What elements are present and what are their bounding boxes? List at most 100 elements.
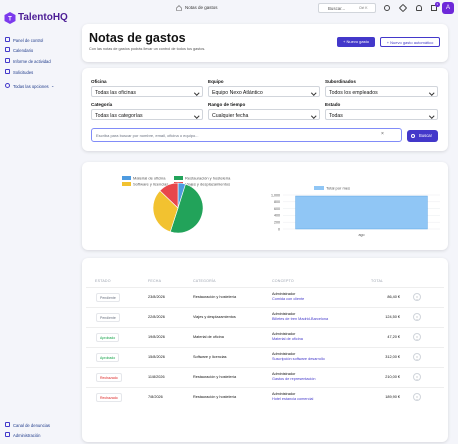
category: Software y licencias <box>193 355 227 359</box>
sidebar-item[interactable]: Solicitudes <box>13 69 34 75</box>
status-badge: Aprobado <box>96 353 120 363</box>
concept[interactable]: Material de oficina <box>272 337 303 341</box>
filter-search-placeholder: Escriba para buscar por nombre, email, o… <box>96 133 199 138</box>
legend-label: Total por mes <box>326 185 350 190</box>
filter-label: Estado <box>325 102 341 107</box>
x-tick-label: ago <box>359 233 365 237</box>
sidebar-footer-item[interactable]: Administración <box>13 432 41 438</box>
row-divider <box>86 367 444 368</box>
sidebar-footer-icon <box>5 432 10 437</box>
bell-icon[interactable] <box>416 5 422 11</box>
status-badge: Rechazado <box>96 373 122 383</box>
filter-search[interactable] <box>91 128 402 142</box>
tools-icon[interactable] <box>398 3 408 13</box>
search-box[interactable] <box>318 3 376 13</box>
row-divider <box>86 307 444 308</box>
y-tick-label: 600 <box>274 207 280 211</box>
brand: TalentoHQ <box>18 12 68 23</box>
header-card <box>82 24 448 62</box>
home-icon <box>176 5 182 11</box>
concept[interactable]: Billetes de tren Madrid-Barcelona <box>272 317 329 321</box>
total: 124,50 € <box>385 315 400 319</box>
total: 189,90 € <box>385 395 400 399</box>
box-icon[interactable] <box>431 5 437 11</box>
sidebar-footer-item[interactable]: Canal de denuncias <box>13 422 51 428</box>
filter-label: Categoría <box>91 102 113 107</box>
clear-icon[interactable]: × <box>381 131 384 137</box>
filter-select[interactable]: Equipo Nexo Atlántico <box>208 86 320 97</box>
sidebar-item[interactable]: Calendario <box>13 47 34 53</box>
category: Restauración y hostelería <box>193 395 237 399</box>
sidebar-more[interactable]: Todas las opciones <box>13 84 49 89</box>
filter-label: Equipo <box>208 79 224 84</box>
concept[interactable]: Suscripción software desarrollo <box>272 357 325 361</box>
y-tick-label: 1,000 <box>271 193 280 197</box>
total: 86,40 € <box>387 295 400 299</box>
sidebar-icon <box>5 58 10 63</box>
row-menu[interactable]: ⋮ <box>413 353 421 361</box>
user: Administrador <box>272 312 296 316</box>
legend-label: Software y licencias <box>133 181 168 186</box>
sidebar-item[interactable]: Informe de actividad <box>13 58 51 64</box>
logo-icon: T <box>4 12 16 24</box>
total: 210,00 € <box>385 375 400 379</box>
notification-count: 1 <box>435 2 440 7</box>
status-badge: Pendiente <box>96 313 120 323</box>
date: 22/8/2026 <box>148 315 165 319</box>
row-divider <box>86 387 444 388</box>
row-menu[interactable]: ⋮ <box>413 293 421 301</box>
date: 7/8/2026 <box>148 395 163 399</box>
row-menu[interactable]: ⋮ <box>413 313 421 321</box>
new-expense-button[interactable]: + Nuevo gasto <box>337 37 375 47</box>
column-header: CATEGORÍA <box>193 279 216 283</box>
avatar[interactable]: A <box>442 2 454 14</box>
filter-select[interactable]: Todos los empleados <box>325 86 438 97</box>
page-subtitle: Con las notas de gastos podrás llevar un… <box>89 47 206 51</box>
column-header: ESTADO <box>95 279 111 283</box>
concept[interactable]: Comida con cliente <box>272 297 305 301</box>
date: 15/8/2026 <box>148 355 165 359</box>
status-badge: Aprobado <box>96 333 120 343</box>
filter-label: Subordinados <box>325 79 356 84</box>
button-label: Nuevo gasto <box>346 39 369 44</box>
breadcrumb[interactable]: Notas de gastos <box>185 5 218 10</box>
column-header: FECHA <box>148 279 162 283</box>
search-placeholder: Buscar... <box>328 5 346 11</box>
column-header: CONCEPTO <box>272 279 294 283</box>
category: Material de oficina <box>193 335 224 339</box>
total: 312,00 € <box>385 355 400 359</box>
user: Administrador <box>272 392 296 396</box>
date: 11/8/2026 <box>148 375 165 379</box>
sidebar-item[interactable]: Panel de control <box>13 37 44 43</box>
legend-label: Restauración y hostelería <box>185 175 231 180</box>
search-shortcut: Ctrl K <box>359 6 368 10</box>
pie-slice <box>169 183 204 234</box>
row-divider <box>86 327 444 328</box>
filter-label: Rango de tiempo <box>208 102 246 107</box>
row-menu[interactable]: ⋮ <box>413 333 421 341</box>
total: 47,20 € <box>387 335 400 339</box>
filter-select[interactable]: Cualquier fecha <box>208 109 320 120</box>
new-auto-expense-button[interactable]: + Nuevo gasto automático <box>380 37 440 47</box>
category: Restauración y hostelería <box>193 375 237 379</box>
concept[interactable]: Gastos de representación <box>272 377 316 381</box>
filter-select[interactable]: Todas las oficinas <box>91 86 203 97</box>
user: Administrador <box>272 372 296 376</box>
row-menu[interactable]: ⋮ <box>413 373 421 381</box>
filter-select[interactable]: Todas las categorías <box>91 109 203 120</box>
legend-label: Viajes y desplazamientos <box>185 181 230 186</box>
legend-swatch <box>122 176 131 180</box>
sidebar-more-icon <box>5 83 10 88</box>
search-button[interactable]: Buscar <box>407 130 438 142</box>
filter-select[interactable]: Todas <box>325 109 438 120</box>
pie-slice <box>159 182 179 209</box>
concept[interactable]: Hotel estancia comercial <box>272 397 314 401</box>
legend-swatch <box>174 176 183 180</box>
button-label: Nuevo gasto automático <box>390 40 434 45</box>
y-tick-label: 0 <box>278 227 280 231</box>
y-tick-label: 400 <box>274 214 280 218</box>
page-title: Notas de gastos <box>89 31 186 45</box>
settings-icon[interactable] <box>384 5 390 11</box>
legend-label: Material de oficina <box>133 175 166 180</box>
row-menu[interactable]: ⋮ <box>413 393 421 401</box>
